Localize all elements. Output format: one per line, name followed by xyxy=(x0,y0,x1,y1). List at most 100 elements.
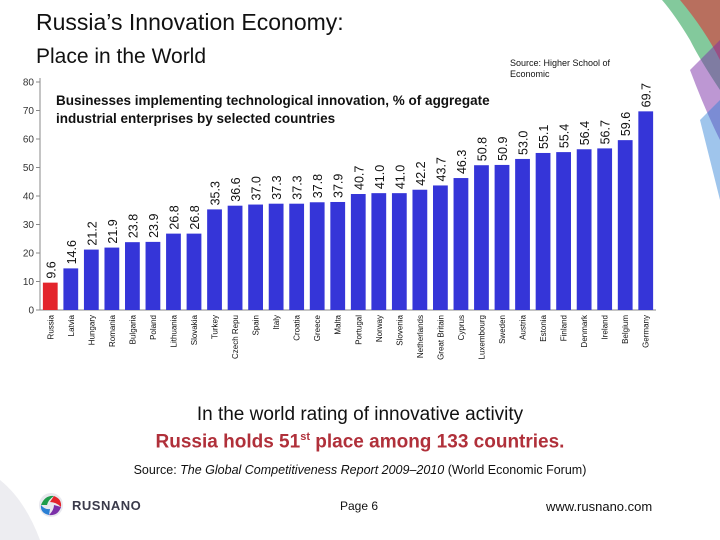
report-source: Source: The Global Competitiveness Repor… xyxy=(0,463,720,477)
bar-norway xyxy=(371,193,387,310)
bar-belgium xyxy=(617,140,633,310)
bar-germany xyxy=(638,111,654,310)
data-label: 43.7 xyxy=(434,157,448,181)
bar-spain xyxy=(248,204,263,310)
category-label: Estonia xyxy=(539,314,548,341)
bar-luxembourg xyxy=(474,165,489,310)
page-title: Russia’s Innovation Economy: xyxy=(36,9,344,35)
data-label: 21.9 xyxy=(106,219,120,243)
category-label: Cyprus xyxy=(457,315,466,340)
bar-poland xyxy=(145,241,161,310)
logo-emblem-icon xyxy=(39,493,63,517)
rusnano-logo: RUSNANO xyxy=(36,491,141,519)
y-tick-label: 50 xyxy=(23,163,35,174)
report-source-prefix: Source: xyxy=(133,463,181,477)
rating-highlight: Russia holds 51st place among 133 countr… xyxy=(0,431,720,453)
data-label: 37.3 xyxy=(270,175,284,199)
data-label: 53.0 xyxy=(517,131,531,155)
bar-malta xyxy=(330,201,346,310)
bar-sweden xyxy=(494,164,510,310)
category-label: Croatia xyxy=(293,314,302,340)
data-label: 55.4 xyxy=(558,124,572,148)
bar-bulgaria xyxy=(125,242,140,310)
category-label: Slovenia xyxy=(395,314,404,345)
data-label: 69.7 xyxy=(640,83,654,107)
bar-finland xyxy=(556,152,571,310)
y-tick-label: 60 xyxy=(23,135,35,146)
bar-estonia xyxy=(535,152,551,310)
category-label: Turkey xyxy=(211,315,220,339)
category-label: Latvia xyxy=(67,314,76,336)
y-tick-label: 70 xyxy=(23,106,35,117)
rating-text-pre: Russia holds 51 xyxy=(155,431,301,453)
data-label: 55.1 xyxy=(537,125,551,149)
category-label: Great Britain xyxy=(436,315,445,360)
category-label: Germany xyxy=(642,315,651,348)
data-label: 59.6 xyxy=(619,112,633,136)
category-label: Russia xyxy=(46,314,55,339)
bar-lithuania xyxy=(166,233,181,310)
category-label: Austria xyxy=(519,314,528,339)
data-label: 37.3 xyxy=(291,175,305,199)
category-label: Poland xyxy=(149,315,158,340)
category-label: Greece xyxy=(313,314,322,341)
bar-ireland xyxy=(597,148,613,310)
bar-italy xyxy=(268,203,284,310)
data-label: 46.3 xyxy=(455,150,469,174)
category-label: Denmark xyxy=(580,314,589,347)
category-label: Slovakia xyxy=(190,314,199,345)
data-label: 35.3 xyxy=(209,181,223,205)
data-label: 14.6 xyxy=(65,240,79,264)
chart-title: Businesses implementing technological in… xyxy=(56,93,490,126)
data-label: 50.8 xyxy=(475,137,489,161)
bar-netherlands xyxy=(412,189,428,310)
data-label: 21.2 xyxy=(85,221,99,245)
category-label: Romania xyxy=(108,314,117,347)
data-label: 37.9 xyxy=(332,174,346,198)
category-label: Sweden xyxy=(498,315,507,344)
category-label: Netherlands xyxy=(416,315,425,358)
category-label: Ireland xyxy=(601,315,610,339)
bar-turkey xyxy=(207,209,222,310)
bar-hungary xyxy=(83,249,99,310)
data-label: 36.6 xyxy=(229,177,243,201)
report-publisher: (World Economic Forum) xyxy=(444,463,587,477)
logo-wordmark: RUSNANO xyxy=(72,497,142,513)
bar-portugal xyxy=(350,194,366,310)
bar-great-britain xyxy=(433,185,448,310)
category-label: Bulgaria xyxy=(128,314,137,344)
category-label: Lithuania xyxy=(169,314,178,347)
data-label: 37.0 xyxy=(250,176,264,200)
rating-statement: In the world rating of innovative activi… xyxy=(196,404,524,425)
bar-slovakia xyxy=(186,233,202,310)
bar-czech-repu xyxy=(227,205,243,310)
category-label: Luxembourg xyxy=(477,315,486,359)
y-tick-label: 40 xyxy=(23,192,35,203)
data-label: 50.9 xyxy=(496,137,510,161)
category-label: Italy xyxy=(272,315,281,330)
category-label: Hungary xyxy=(87,315,96,345)
bar-chart: 0 10 20 30 40 50 60 70 80 9.6 Russia 14.6 Latvia 21.2… xyxy=(23,78,656,360)
y-tick-label: 20 xyxy=(23,249,35,260)
bar-croatia xyxy=(289,203,305,310)
y-tick-label: 30 xyxy=(23,220,35,231)
data-label: 56.4 xyxy=(578,121,592,145)
category-label: Finland xyxy=(560,315,569,341)
data-label: 26.8 xyxy=(188,205,202,229)
data-label: 40.7 xyxy=(352,166,366,190)
category-label: Norway xyxy=(375,315,384,342)
bar-cyprus xyxy=(453,178,469,310)
category-label: Spain xyxy=(252,315,261,335)
bar-greece xyxy=(309,202,325,310)
data-label: 9.6 xyxy=(44,261,58,278)
source-note: Source: Higher School of Economic xyxy=(510,58,611,79)
category-label: Portugal xyxy=(354,315,363,345)
report-title: The Global Competitiveness Report 2009–2… xyxy=(180,463,445,477)
bar-latvia xyxy=(63,268,79,310)
y-tick-label: 10 xyxy=(23,277,35,288)
page-subtitle: Place in the World xyxy=(36,45,207,68)
category-label: Malta xyxy=(334,314,343,334)
data-label: 23.8 xyxy=(126,214,140,238)
rating-text-post: place among 133 countries. xyxy=(309,431,565,453)
